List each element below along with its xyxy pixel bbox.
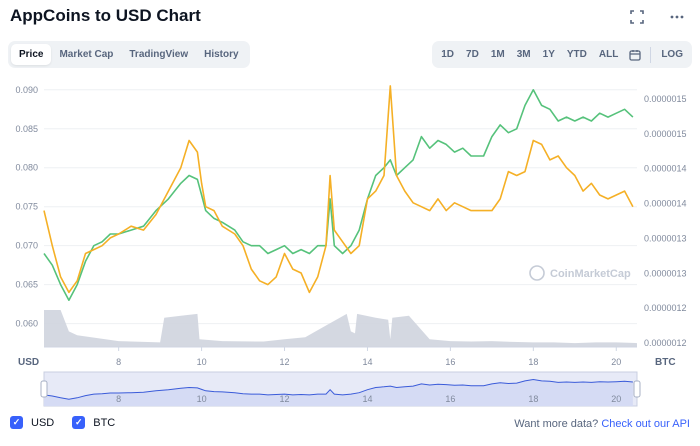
series-line-btc: [43, 89, 634, 301]
left-tick-label: 0.090: [15, 85, 38, 95]
tab-price[interactable]: Price: [11, 44, 52, 65]
range-all[interactable]: ALL: [598, 49, 619, 60]
series-line-usd: [43, 85, 634, 294]
legend-btc-label: BTC: [93, 416, 116, 429]
more-icon[interactable]: [668, 8, 686, 26]
time-range-selector: 1D 7D 1M 3M 1Y YTD ALL LOG: [432, 41, 692, 68]
tab-history[interactable]: History: [204, 49, 239, 60]
navigator-tick-label: 10: [197, 394, 207, 404]
x-tick-label: 8: [116, 357, 121, 367]
right-axis-unit: BTC: [655, 357, 676, 368]
range-3m[interactable]: 3M: [516, 49, 531, 60]
watermark-text: CoinMarketCap: [550, 268, 631, 280]
legend-btc[interactable]: ✓ BTC: [72, 416, 115, 429]
right-tick-label: 0.0000013: [644, 268, 687, 278]
left-tick-label: 0.070: [15, 241, 38, 251]
range-1m[interactable]: 1M: [490, 49, 505, 60]
api-link[interactable]: Check out our API: [601, 418, 690, 430]
right-tick-label: 0.0000015: [644, 94, 687, 104]
legend-usd[interactable]: ✓ USD: [10, 416, 54, 429]
volume-area: [44, 309, 637, 347]
coinmarketcap-logo-icon: [529, 265, 545, 281]
range-1d[interactable]: 1D: [441, 49, 455, 60]
navigator-tick-label: 14: [362, 394, 372, 404]
left-tick-label: 0.085: [15, 124, 38, 134]
page-title: AppCoins to USD Chart: [10, 6, 201, 25]
left-tick-label: 0.060: [15, 319, 38, 329]
range-ytd[interactable]: YTD: [566, 49, 587, 60]
tab-market-cap[interactable]: Market Cap: [59, 49, 114, 60]
navigator-tick-label: 8: [116, 394, 121, 404]
x-tick-label: 12: [280, 357, 290, 367]
navigator-line: [43, 378, 633, 400]
x-tick-label: 16: [445, 357, 455, 367]
range-divider: [650, 46, 652, 63]
left-tick-label: 0.080: [15, 163, 38, 173]
right-tick-label: 0.0000014: [644, 199, 687, 209]
x-tick-label: 14: [362, 357, 372, 367]
range-navigator[interactable]: 8 10 12 14 16 18 20: [40, 371, 641, 407]
legend-usd-label: USD: [31, 416, 55, 429]
range-1y[interactable]: 1Y: [542, 49, 555, 60]
navigator-tick-label: 20: [611, 394, 621, 404]
right-tick-label: 0.0000015: [644, 129, 687, 139]
right-tick-label: 0.0000014: [644, 164, 687, 174]
x-tick-label: 20: [611, 357, 621, 367]
x-tick-label: 18: [528, 357, 538, 367]
price-chart[interactable]: 0.090 0.085 0.080 0.075 0.070 0.065 0.060 0.00…: [0, 0, 700, 410]
navigator-area: [44, 379, 633, 406]
navigator-handle[interactable]: [40, 380, 48, 398]
calendar-icon[interactable]: [624, 44, 646, 65]
left-tick-label: 0.075: [15, 202, 38, 212]
navigator-handle[interactable]: [633, 380, 641, 398]
navigator-tick-label: 16: [445, 394, 455, 404]
navigator-tick-label: 12: [280, 394, 290, 404]
fullscreen-icon[interactable]: [628, 8, 646, 26]
watermark: CoinMarketCap: [529, 265, 631, 281]
left-axis-unit: USD: [18, 357, 39, 368]
right-tick-label: 0.0000012: [644, 303, 687, 313]
x-tick-label: 10: [197, 357, 207, 367]
right-tick-label: 0.0000012: [644, 338, 687, 348]
right-tick-label: 0.0000013: [644, 233, 687, 243]
navigator-tick-label: 18: [528, 394, 538, 404]
left-tick-label: 0.065: [15, 280, 38, 290]
chart-type-tabs: Price Market Cap TradingView History: [8, 41, 250, 68]
checkbox-btc[interactable]: ✓: [72, 416, 86, 429]
api-prompt: Want more data?: [514, 418, 599, 430]
checkbox-usd[interactable]: ✓: [10, 416, 23, 429]
tab-tradingview[interactable]: TradingView: [129, 49, 189, 60]
log-scale-toggle[interactable]: LOG: [661, 49, 683, 60]
range-7d[interactable]: 7D: [466, 49, 479, 60]
